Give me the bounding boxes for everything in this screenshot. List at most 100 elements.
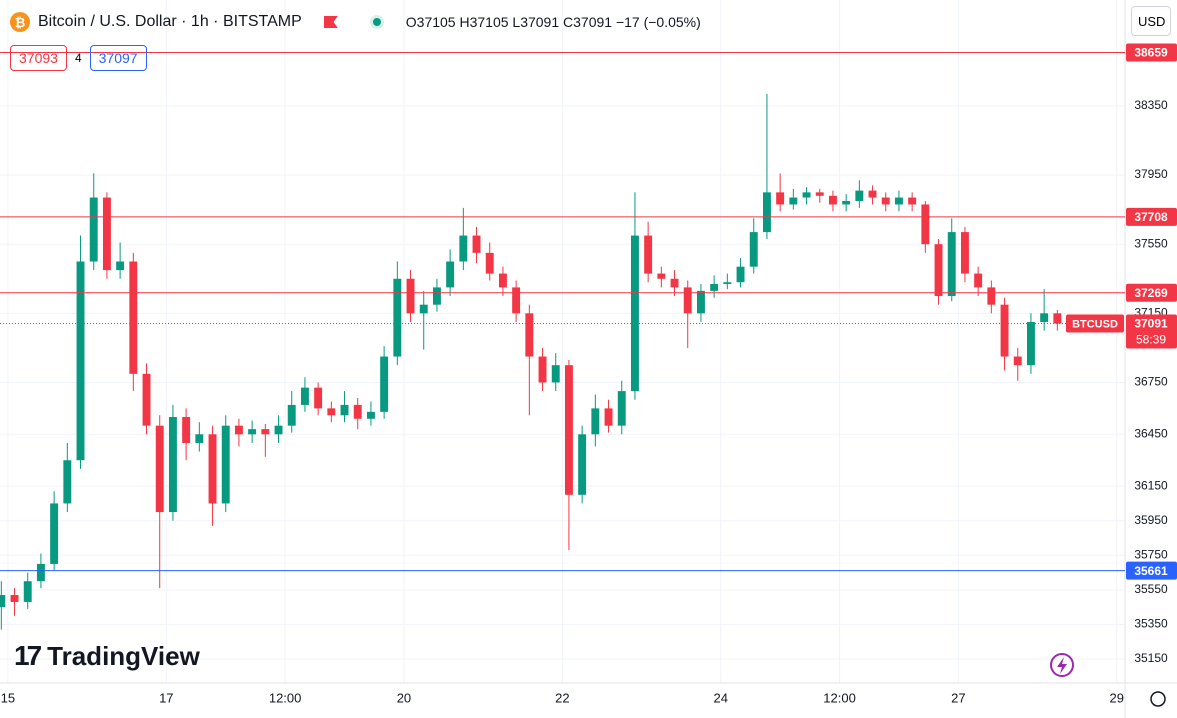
y-tick-label: 38350 <box>1134 98 1168 112</box>
level-label: 37269 <box>1134 286 1168 300</box>
candle-body <box>1040 313 1049 322</box>
x-tick-label: 12:00 <box>269 690 302 705</box>
candle-body <box>287 404 296 426</box>
btc-icon: ₿ <box>10 12 30 32</box>
x-tick-label: 27 <box>951 690 965 705</box>
candle-body <box>683 287 692 314</box>
x-tick-label: 12:00 <box>823 690 856 705</box>
candle-body <box>604 408 613 426</box>
candle-body <box>472 235 481 253</box>
candle-body <box>419 304 428 314</box>
candle-body <box>142 373 151 426</box>
candle-body <box>195 434 204 443</box>
x-tick-label: 29 <box>1110 690 1124 705</box>
candle-body <box>76 261 85 461</box>
candle-body <box>855 190 864 201</box>
candle-body <box>459 235 468 262</box>
candle-body <box>129 261 138 374</box>
candle-body <box>723 282 732 284</box>
level-tag <box>1126 561 1177 580</box>
logo: 17 TradingView <box>14 640 200 671</box>
candle-body <box>960 232 969 274</box>
candle-body <box>538 356 547 383</box>
countdown-label: 58:39 <box>1136 333 1166 347</box>
y-tick-label: 37550 <box>1134 236 1168 250</box>
symbol-tag <box>1066 314 1124 333</box>
y-tick-label: 35350 <box>1134 617 1168 631</box>
candle-body <box>908 197 917 205</box>
candle-body <box>617 391 626 426</box>
currency-select[interactable]: USD <box>1131 6 1171 36</box>
candle-body <box>789 197 798 205</box>
price-tag <box>1126 314 1177 349</box>
flag-icon[interactable] <box>323 16 338 28</box>
candle-body <box>670 278 679 288</box>
y-tick-label: 35950 <box>1134 513 1168 527</box>
candle-body <box>10 595 19 602</box>
candle-body <box>657 273 666 279</box>
ask[interactable]: 37097 <box>89 45 147 71</box>
candle-body <box>261 429 270 435</box>
bid-ask: 37093 4 37097 <box>10 45 147 71</box>
level-tag <box>1126 207 1177 226</box>
candle-body <box>50 503 59 564</box>
y-tick-label: 36750 <box>1134 375 1168 389</box>
candle-body <box>340 404 349 416</box>
candle-body <box>894 197 903 205</box>
candle-body <box>314 387 323 409</box>
candle-body <box>366 411 375 419</box>
x-tick-label: 22 <box>555 690 569 705</box>
candle-body <box>327 408 336 416</box>
candle-body <box>591 408 600 435</box>
candle-body <box>63 460 72 504</box>
price-tag-label: 37091 <box>1134 317 1168 331</box>
candle-body <box>89 197 98 262</box>
y-tick-label: 36150 <box>1134 478 1168 492</box>
candle-body <box>974 273 983 288</box>
spread: 4 <box>74 51 82 65</box>
y-tick-label: 35150 <box>1134 651 1168 665</box>
candle-body <box>934 244 943 297</box>
candle-body <box>1026 321 1035 366</box>
lightning-bolt <box>1057 657 1067 674</box>
candle-body <box>921 204 930 245</box>
candle-body <box>234 425 243 435</box>
level-tag <box>1126 43 1177 62</box>
candle-body <box>842 200 851 205</box>
candle-body <box>1013 356 1022 366</box>
candle-body <box>1000 304 1009 357</box>
settings-icon[interactable] <box>1150 691 1166 707</box>
candle-body <box>762 192 771 233</box>
lightning-icon[interactable] <box>1050 653 1074 677</box>
candle-body <box>274 425 283 435</box>
x-tick-label: 15 <box>1 690 15 705</box>
symbol-tag-label: BTCUSD <box>1072 318 1118 330</box>
candle-body <box>380 356 389 412</box>
candle-body <box>881 197 890 205</box>
candle-body <box>248 429 257 435</box>
y-tick-label: 36450 <box>1134 426 1168 440</box>
candle-body <box>525 313 534 357</box>
symbol-header: ₿ Bitcoin / U.S. Dollar · 1h · BITSTAMP … <box>10 12 701 32</box>
candle-body <box>815 192 824 196</box>
candle-body <box>168 417 177 513</box>
candle-body <box>710 283 719 291</box>
candle-body <box>221 425 230 504</box>
candle-body <box>947 232 956 297</box>
candle-body <box>102 197 111 271</box>
candle-body <box>182 417 191 443</box>
candle-body <box>498 273 507 288</box>
symbol-title[interactable]: Bitcoin / U.S. Dollar · 1h · BITSTAMP <box>38 13 302 30</box>
candle-body <box>551 365 560 383</box>
candle-body <box>644 235 653 274</box>
level-label: 38659 <box>1134 46 1168 60</box>
candle-body <box>406 278 415 314</box>
candle-body <box>749 232 758 267</box>
candle-body <box>630 235 639 392</box>
candle-body <box>696 290 705 314</box>
bid[interactable]: 37093 <box>10 45 67 71</box>
candle-body <box>512 287 521 314</box>
y-tick-label: 35750 <box>1134 547 1168 561</box>
